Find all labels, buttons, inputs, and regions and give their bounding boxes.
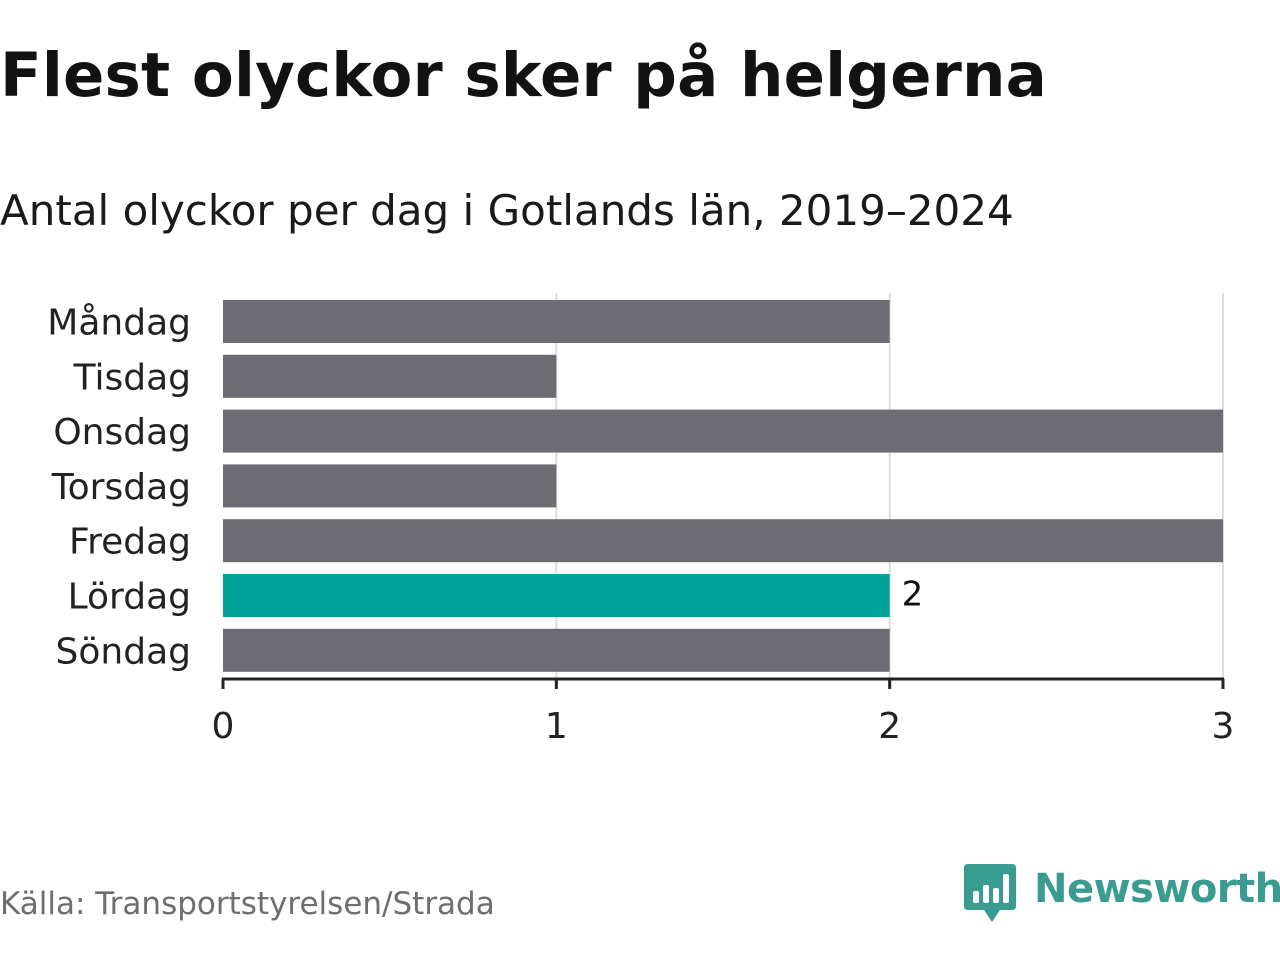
x-tick-label: 3 — [1212, 706, 1235, 747]
source-note: Källa: Transportstyrelsen/Strada — [0, 886, 495, 922]
bar — [223, 300, 890, 343]
category-label: Måndag — [47, 303, 191, 344]
bar — [223, 628, 890, 672]
bar — [223, 574, 890, 617]
brand-logo: Newsworthy — [964, 864, 1280, 928]
bar — [223, 464, 557, 508]
chart-subtitle: Antal olyckor per dag i Gotlands län, 20… — [0, 186, 1014, 235]
brand-name: Newsworthy — [1034, 866, 1280, 912]
x-tick-label: 0 — [212, 706, 235, 747]
category-label: Tisdag — [73, 357, 191, 398]
bar — [223, 354, 557, 398]
bar — [223, 519, 1223, 563]
bar — [223, 409, 1223, 453]
chart-title: Flest olyckor sker på helgerna — [0, 40, 1047, 111]
x-tick-label: 1 — [545, 706, 568, 747]
category-label: Torsdag — [51, 467, 191, 508]
category-label: Lördag — [68, 577, 191, 618]
x-tick-label: 2 — [878, 706, 901, 747]
bar-chart-speech-bubble-icon — [964, 864, 1016, 922]
category-label: Söndag — [56, 631, 191, 672]
category-label: Onsdag — [53, 412, 191, 453]
category-label: Fredag — [69, 522, 191, 563]
data-label: 2 — [902, 575, 924, 615]
